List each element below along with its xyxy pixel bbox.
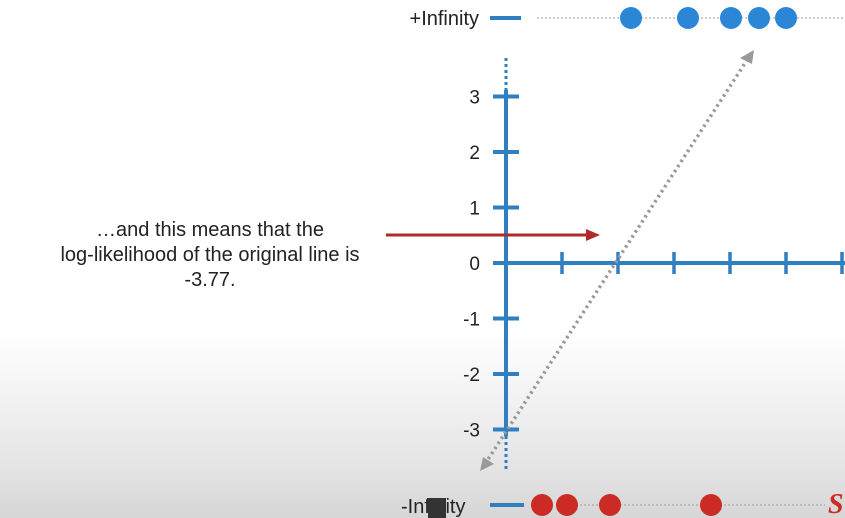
caption-line-3: -3.77. [184,269,236,291]
dotted-fit-line [483,56,751,465]
negative-points [531,494,722,516]
red-pointer-arrowhead [586,229,600,241]
fit-line-arrowhead-top [740,50,754,64]
negative-point [531,494,553,516]
positive-point [720,7,742,29]
positive-point [775,7,797,29]
pos-infinity-label: +Infinity [410,8,479,30]
caption: …and this means that the log-likelihood … [20,218,400,293]
positive-point [620,7,642,29]
negative-point [700,494,722,516]
y-tick-label: 0 [469,254,480,275]
positive-point [748,7,770,29]
y-ticks: 3 2 1 0 -1 -2 -3 [463,88,519,442]
y-tick-label: 2 [469,143,480,164]
y-tick-label: -2 [463,365,480,386]
positive-points [620,7,797,29]
cursor-block [428,498,446,518]
x-ticks [560,252,844,274]
negative-point [599,494,621,516]
y-tick-label: 1 [469,199,480,220]
y-tick-label: -3 [463,421,480,442]
logo-fragment: S [828,489,844,518]
y-tick-label: -1 [463,310,480,331]
negative-point [556,494,578,516]
caption-line-2: log-likelihood of the original line is [60,244,360,266]
positive-point [677,7,699,29]
caption-line-1: …and this means that the [96,219,324,241]
y-tick-label: 3 [469,88,480,109]
fit-line-arrowhead-bottom [480,457,494,471]
